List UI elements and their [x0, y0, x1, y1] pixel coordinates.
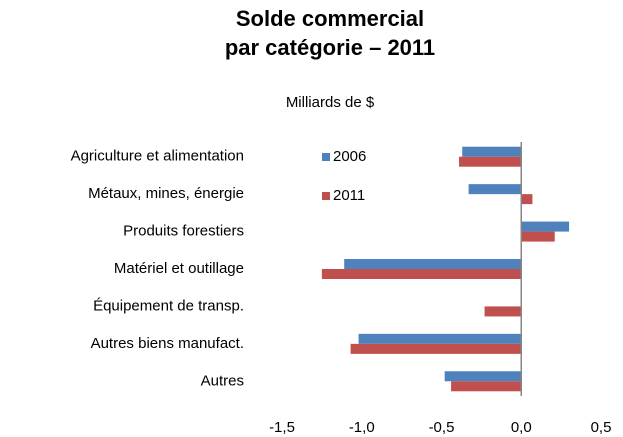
y-tick-label: Équipement de transp.	[93, 297, 244, 314]
y-tick-label: Autres biens manufact.	[91, 335, 244, 352]
legend-swatch	[322, 192, 330, 200]
bar	[462, 146, 522, 157]
y-tick-label: Produits forestiers	[123, 223, 244, 240]
x-tick-label: -1,0	[349, 419, 375, 436]
legend-label: 2011	[333, 187, 365, 204]
y-tick-label: Matériel et outillage	[114, 260, 244, 277]
bar	[358, 333, 522, 344]
x-tick-label: -1,5	[269, 419, 295, 436]
bar	[444, 371, 522, 382]
y-tick-label: Agriculture et alimentation	[71, 148, 244, 165]
chart-title: par catégorie – 2011	[225, 35, 435, 60]
bar	[451, 381, 522, 392]
x-tick-label: 0,5	[591, 419, 612, 436]
y-tick-label: Autres	[201, 372, 244, 389]
legend-label: 2006	[333, 148, 366, 165]
bar	[350, 343, 522, 354]
x-tick-label: 0,0	[511, 419, 532, 436]
bar	[484, 306, 522, 317]
chart-subtitle: Milliards de $	[286, 94, 375, 111]
chart-title: Solde commercial	[236, 6, 424, 31]
y-tick-label: Métaux, mines, énergie	[88, 185, 244, 202]
bar	[321, 269, 522, 279]
bar	[521, 194, 533, 205]
bar	[459, 156, 522, 167]
x-tick-label: -0,5	[429, 419, 455, 436]
bar	[521, 231, 555, 242]
bar	[344, 259, 522, 269]
bar	[468, 184, 522, 195]
legend-swatch	[322, 153, 330, 161]
bar	[521, 221, 570, 232]
